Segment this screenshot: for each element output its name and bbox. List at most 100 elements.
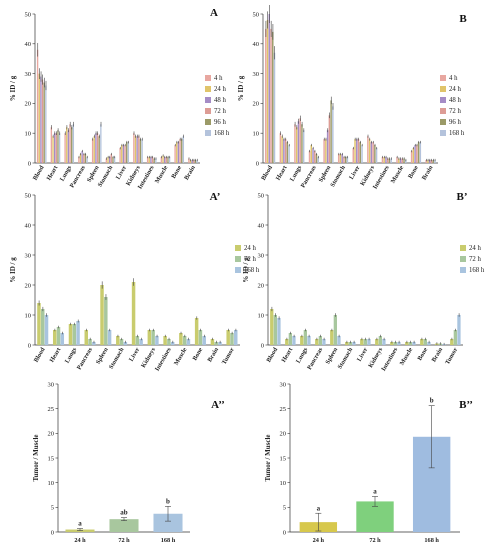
bar-pancreas-24h [84,330,88,345]
bar-blood-24h [38,73,40,163]
bar-lungs-168h [302,130,305,163]
bar-muscle-4h [160,157,163,163]
bar-intestines-24h [383,157,385,163]
bar-bone-48h [414,145,416,163]
bar-liver-168h [127,142,130,163]
bar-stomach-4h [337,154,340,163]
x-tick-label: Brain [421,164,435,181]
bar-blood-72h [270,28,272,164]
y-axis-label: % ID / g [237,75,245,101]
bar-kidneys-48h [370,142,373,163]
bar-spleen-72h [328,115,331,163]
bar-lungs-48h [297,121,300,163]
y-axis-label: % ID / g [9,75,17,101]
bar-muscle-24h [398,158,400,163]
bar-muscle-168h [405,160,407,163]
bar-stomach-24h [345,342,349,345]
y-tick-label: 40 [253,41,260,48]
significance-letter: a [317,504,321,512]
x-tick-label: Spleen [324,346,339,365]
bar-stomach-72h [343,157,345,163]
bar-stomach-72h [348,342,352,345]
panel-label: A’’ [211,399,225,411]
y-tick-label: 30 [25,252,32,259]
legend-entry: 72 h [469,256,481,263]
bar-lungs-72h [69,124,71,163]
bar-blood-24h [270,309,274,345]
bar-bone-24h [194,318,199,345]
legend-entry: 168 h [469,267,485,274]
bar-liver-72h [363,339,367,345]
legend-swatch [440,97,446,103]
bar-lungs-24h [300,336,304,345]
y-tick-label: 20 [25,282,32,289]
y-tick-label: 0 [51,529,54,536]
legend-entry: 96 h [214,119,226,126]
x-tick-label: Lungs [295,346,310,365]
bar-heart-96h [286,142,289,163]
bar-pancreas-96h [84,154,87,163]
bar-kidneys-4h [133,133,135,163]
significance-letter: a [78,520,82,528]
bar-168h [153,513,183,532]
bar-tumor-168h [457,315,461,345]
y-tick-label: 30 [25,71,32,78]
y-tick-label: 5 [283,505,286,512]
bar-kidneys-96h [374,145,376,163]
legend-swatch [235,256,241,262]
legend-swatch [235,267,241,273]
bar-spleen-24h [325,139,327,163]
bar-spleen-96h [98,136,100,163]
bar-spleen-96h [330,100,332,163]
bar-liver-168h [361,145,363,163]
bar-kidneys-24h [375,339,379,345]
legend-entry: 168 h [449,130,465,137]
bar-pancreas-72h [318,336,322,345]
bar-brain-48h [191,160,193,163]
bar-kidneys-48h [136,136,138,163]
x-tick-label: Lungs [64,346,79,365]
legend-swatch [205,130,211,136]
bar-kidneys-72h [138,136,140,163]
bar-tumor-72h [230,333,234,345]
significance-letter: ab [120,509,128,517]
y-tick-label: 10 [253,131,260,138]
bar-spleen-24h [330,330,334,345]
bar-bone-24h [176,142,178,163]
y-tick-label: 50 [25,192,32,199]
bar-brain-4h [425,160,427,163]
bar-tumor-24h [450,339,454,345]
y-tick-label: 0 [28,342,31,349]
x-tick-label: Stomach [336,346,354,370]
x-tick-label: Bone [416,346,429,361]
legend-swatch [440,108,446,114]
bar-bone-4h [174,145,176,163]
bar-lungs-24h [68,324,73,345]
bar-intestines-4h [381,157,384,163]
bar-intestines-24h [148,157,150,163]
bar-lungs-96h [301,124,303,163]
bar-blood-24h [37,303,41,345]
x-tick-label: Blood [265,346,279,364]
bar-muscle-72h [182,336,187,345]
bar-pancreas-168h [92,342,96,345]
bar-bone-168h [182,136,185,163]
y-tick-label: 30 [280,381,287,388]
legend-entry: 48 h [449,97,461,104]
bar-stomach-48h [341,154,343,163]
bar-brain-72h [430,160,433,163]
bar-lungs-72h [303,330,307,345]
bar-bone-96h [417,142,420,163]
y-tick-label: 20 [48,431,55,438]
bar-brain-48h [428,160,431,163]
y-tick-label: 25 [48,406,55,413]
bar-heart-72h [288,333,292,345]
bar-blood-48h [268,14,270,163]
bar-lungs-168h [307,336,311,345]
y-tick-label: 10 [258,312,265,319]
bar-heart-168h [58,133,61,163]
x-tick-label: Bone [191,346,204,361]
bar-blood-96h [43,82,45,163]
